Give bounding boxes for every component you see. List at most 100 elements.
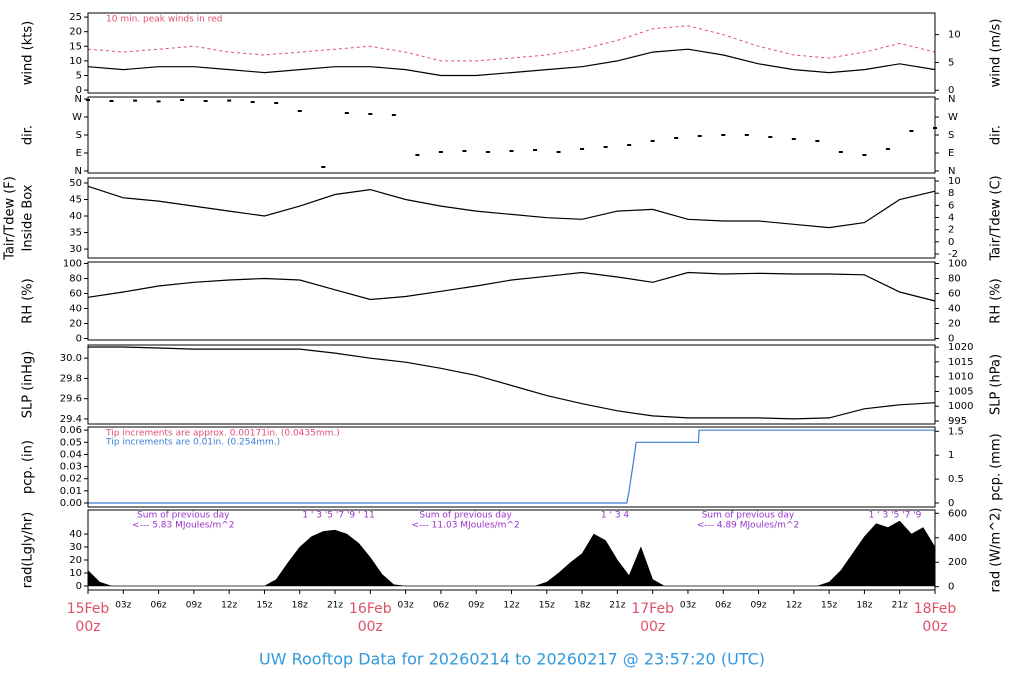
daily-sum-label: Sum of previous day	[419, 511, 512, 521]
y-tick-label: 10	[69, 568, 82, 579]
x-hour-label: 00z	[922, 619, 947, 635]
y2-tick-label: 8	[948, 188, 954, 199]
y-tick-label: 50	[69, 178, 82, 189]
data-line	[88, 429, 935, 504]
y2-axis-label: SLP (hPa)	[989, 354, 1004, 415]
y-tick-label: 20	[69, 319, 82, 330]
panel-frame	[87, 261, 936, 341]
y-tick-label: 35	[69, 228, 82, 239]
x-tick-label: 15z	[821, 601, 837, 611]
y-axis-label: rad(Lgly/hr)	[21, 512, 36, 588]
y-tick-label: 30	[69, 542, 82, 553]
y-tick-label: 0.05	[60, 437, 82, 448]
panel-frame	[87, 96, 936, 174]
y2-tick-label: S	[948, 130, 954, 141]
y2-tick-label: 6	[948, 200, 954, 211]
daily-sum-label: Sum of previous day	[137, 511, 230, 521]
y2-axis-label: wind (m/s)	[989, 19, 1004, 88]
y2-tick-label: 0	[948, 582, 954, 593]
x-tick-label: 03z	[398, 601, 414, 611]
x-tick-label: 12z	[786, 601, 802, 611]
hour-mark: 1 ' 3 4	[601, 511, 630, 521]
y-tick-label: 0.02	[60, 474, 82, 485]
x-tick-label: 09z	[750, 601, 766, 611]
y-axis-label: wind (kts)	[21, 21, 36, 85]
y2-tick-label: 1	[948, 450, 954, 461]
data-line	[87, 25, 936, 62]
y-tick-label: 20	[69, 555, 82, 566]
annotation: Tip increments are approx. 0.00171in. (0…	[105, 429, 340, 439]
y-axis-label: pcp. (in)	[21, 440, 36, 494]
x-date-label: 17Feb	[631, 601, 674, 617]
y2-tick-label: 1.5	[948, 426, 964, 437]
daily-sum-value: <--- 5.83 MJoules/m^2	[132, 521, 234, 531]
y2-tick-label: E	[948, 148, 954, 159]
x-tick-label: 06z	[715, 601, 731, 611]
y-axis-label: dir.	[21, 125, 36, 145]
chart-title: UW Rooftop Data for 20260214 to 20260217…	[259, 650, 765, 669]
y2-tick-label: 0	[948, 85, 954, 96]
y2-tick-label: 600	[948, 508, 967, 519]
hour-mark: 1 ' 3 '5 '7 '9 ' 11	[302, 511, 374, 521]
y2-axis-label: RH (%)	[989, 278, 1004, 323]
y2-tick-label: 1020	[948, 342, 973, 353]
y2-tick-label: 5	[948, 57, 954, 68]
y-tick-label: N	[75, 94, 82, 105]
x-tick-label: 03z	[680, 601, 696, 611]
y-tick-label: 10	[69, 56, 82, 67]
y2-tick-label: 80	[948, 274, 961, 285]
y-tick-label: 25	[69, 12, 82, 23]
x-hour-label: 00z	[640, 619, 665, 635]
annotation: 10 min. peak winds in red	[106, 15, 223, 25]
x-tick-label: 15z	[256, 601, 272, 611]
y-tick-label: 30	[69, 244, 82, 255]
x-date-label: 18Feb	[914, 601, 957, 617]
daily-sum-value: <--- 11.03 MJoules/m^2	[412, 521, 520, 531]
y2-tick-label: 100	[948, 259, 967, 270]
y2-tick-label: 4	[948, 213, 954, 224]
x-tick-label: 06z	[150, 601, 166, 611]
y-tick-label: 29.8	[60, 373, 82, 384]
y-tick-label: 40	[69, 304, 82, 315]
y-tick-label: E	[76, 148, 82, 159]
panel-frame	[87, 12, 936, 94]
daily-sum-value: <--- 4.89 MJoules/m^2	[697, 521, 799, 531]
y-tick-label: 0.00	[60, 498, 82, 509]
y2-tick-label: -2	[948, 249, 958, 260]
x-tick-label: 21z	[609, 601, 625, 611]
y-tick-label: S	[76, 130, 82, 141]
y-tick-label: 0.04	[60, 449, 82, 460]
daily-sum-label: Sum of previous day	[702, 511, 795, 521]
y2-tick-label: 40	[948, 304, 961, 315]
y-tick-label: 0.01	[60, 486, 82, 497]
y-axis-label: Tair/Tdew (F)	[3, 176, 18, 261]
y-tick-label: 80	[69, 274, 82, 285]
x-tick-label: 06z	[433, 601, 449, 611]
x-tick-label: 12z	[503, 601, 519, 611]
y-tick-label: 29.4	[60, 414, 82, 425]
radiation-area	[87, 520, 936, 587]
y-tick-label: 40	[69, 529, 82, 540]
y-tick-label: 0.03	[60, 462, 82, 473]
y2-tick-label: 1015	[948, 357, 973, 368]
x-date-label: 15Feb	[67, 601, 110, 617]
data-line	[87, 185, 936, 229]
data-line	[87, 48, 936, 77]
y2-tick-label: 995	[948, 416, 967, 427]
y2-tick-label: 10	[948, 176, 961, 187]
x-tick-label: 15z	[539, 601, 555, 611]
y-tick-label: 30.0	[60, 353, 82, 364]
y2-tick-label: 0	[948, 237, 954, 248]
x-tick-label: 09z	[186, 601, 202, 611]
x-tick-label: 09z	[468, 601, 484, 611]
y2-tick-label: 1000	[948, 401, 973, 412]
y2-tick-label: 60	[948, 289, 961, 300]
y2-axis-label: pcp. (mm)	[989, 433, 1004, 500]
y2-axis-label: Tair/Tdew (C)	[989, 175, 1004, 261]
hour-mark: 1 ' 3 '5 '7 '9	[869, 511, 922, 521]
y2-tick-label: 0	[948, 334, 954, 345]
y-tick-label: 5	[76, 70, 82, 81]
y2-axis-label: rad (W/m^2)	[989, 508, 1004, 593]
y2-tick-label: 1005	[948, 386, 973, 397]
y2-tick-label: 1010	[948, 372, 973, 383]
